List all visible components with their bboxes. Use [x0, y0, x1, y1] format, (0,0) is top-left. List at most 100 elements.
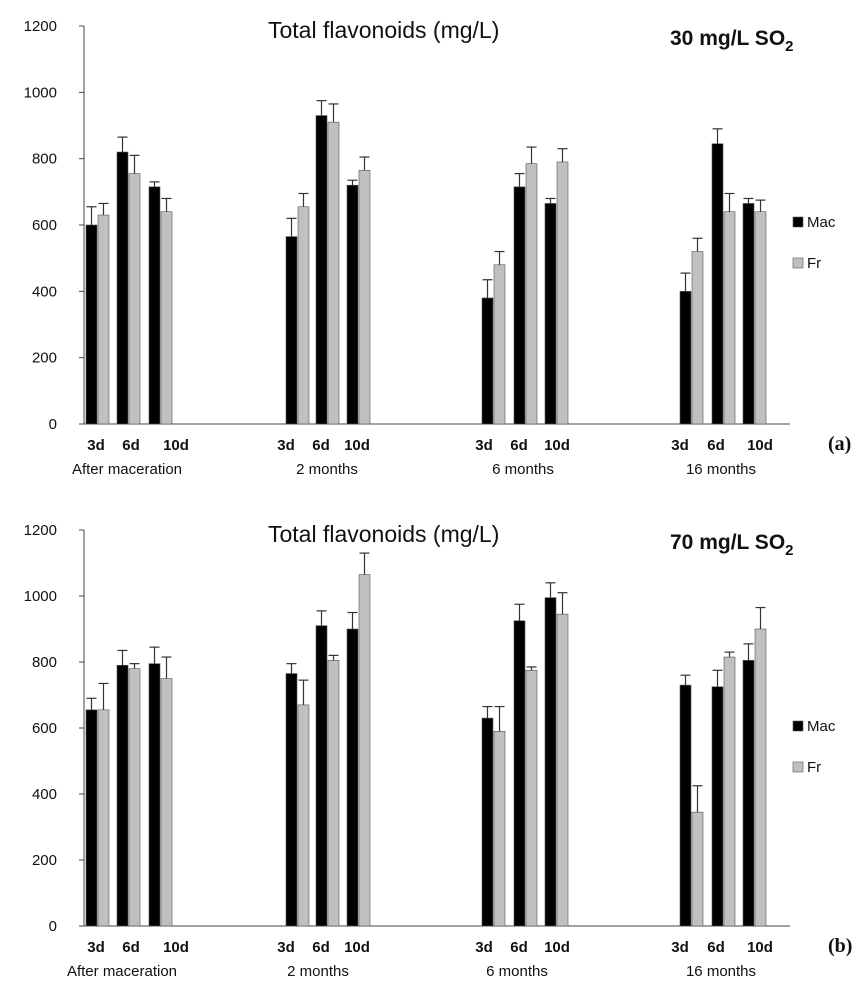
x-category-label: 6d [510, 939, 528, 956]
bar-mac [711, 686, 724, 927]
x-category-label: 10d [163, 437, 189, 454]
bar-mac [544, 597, 557, 927]
bar-mac [285, 236, 298, 425]
bar-fr [327, 660, 340, 927]
legend-swatch-fr [792, 257, 804, 269]
panel-label: (a) [828, 433, 851, 455]
chart-title: Total flavonoids (mg/L) [268, 17, 499, 43]
x-category-label: 3d [277, 939, 295, 956]
bar-mac [346, 184, 359, 425]
x-category-label: 6d [122, 437, 140, 454]
y-tick-label: 600 [32, 720, 57, 737]
bar-mac [315, 625, 328, 927]
bar-fr [754, 628, 767, 927]
bar-fr [556, 161, 569, 425]
bar-mac [711, 143, 724, 425]
bar-fr [525, 163, 538, 425]
bar-mac [679, 684, 692, 927]
legend-label-fr: Fr [807, 255, 821, 272]
bar-mac [346, 628, 359, 927]
bar-mac [513, 620, 526, 927]
bar-fr [97, 214, 110, 425]
x-category-label: 3d [671, 437, 689, 454]
bar-mac [481, 297, 494, 425]
bar-fr [297, 704, 310, 927]
x-category-label: 3d [87, 437, 105, 454]
bar-fr [525, 669, 538, 927]
x-category-label: 6d [707, 939, 725, 956]
legend-swatch-mac [792, 720, 804, 732]
y-tick-label: 200 [32, 350, 57, 367]
x-category-label: 6d [510, 437, 528, 454]
chart-panel-b: 0 200 400 600 800 1000 1200 3d 6d 10d After macera… [24, 521, 853, 980]
bar-fr [160, 211, 173, 425]
chart-title: Total flavonoids (mg/L) [268, 521, 499, 547]
chart-panel-a: 0 200 400 600 800 1000 1200 3d 6d 10d After macera… [24, 17, 852, 478]
y-tick-label: 1200 [24, 522, 57, 539]
bar-fr [493, 730, 506, 927]
bar-mac [116, 664, 129, 927]
bar-mac [742, 203, 755, 425]
x-category-label: 3d [671, 939, 689, 956]
bar-mac [742, 660, 755, 927]
panel-label: (b) [828, 935, 852, 957]
x-category-label: 10d [344, 939, 370, 956]
bar-fr [556, 613, 569, 927]
bar-mac [544, 203, 557, 425]
y-tick-label: 800 [32, 151, 57, 168]
bar-mac [85, 709, 98, 927]
x-category-label: 10d [344, 437, 370, 454]
y-tick-label: 400 [32, 283, 57, 300]
bar-mac [285, 673, 298, 927]
bar-fr [691, 811, 704, 927]
x-group-label: After maceration [72, 461, 182, 478]
y-tick-label: 0 [49, 918, 57, 935]
y-tick-label: 1000 [24, 588, 57, 605]
bar-fr [691, 251, 704, 425]
x-group-label: 6 months [492, 461, 554, 478]
bar-fr [723, 656, 736, 927]
y-tick-label: 800 [32, 654, 57, 671]
x-category-label: 10d [163, 939, 189, 956]
x-category-label: 10d [544, 437, 570, 454]
bar-mac [148, 186, 161, 425]
condition-label: 30 mg/L SO2 [670, 27, 794, 55]
x-group-label: 16 months [686, 963, 756, 980]
bar-fr [754, 211, 767, 425]
x-group-label: 2 months [287, 963, 349, 980]
x-group-label: After maceration [67, 963, 177, 980]
x-category-label: 10d [747, 437, 773, 454]
x-category-label: 3d [475, 437, 493, 454]
bar-fr [160, 678, 173, 927]
condition-label-text: 70 mg/L SO [670, 531, 785, 554]
x-category-label: 3d [87, 939, 105, 956]
x-category-label: 6d [312, 939, 330, 956]
bar-fr [128, 668, 141, 927]
y-tick-label: 600 [32, 217, 57, 234]
condition-label-text: 30 mg/L SO [670, 27, 785, 50]
bar-mac [481, 717, 494, 927]
bar-fr [723, 211, 736, 425]
x-category-label: 3d [475, 939, 493, 956]
x-group-label: 6 months [486, 963, 548, 980]
bar-mac [116, 151, 129, 425]
x-category-label: 6d [312, 437, 330, 454]
condition-label-subscript: 2 [785, 38, 793, 55]
bar-fr [358, 169, 371, 425]
bar-mac [513, 186, 526, 425]
bar-fr [327, 121, 340, 425]
x-group-label: 16 months [686, 461, 756, 478]
x-category-label: 10d [544, 939, 570, 956]
bar-fr [297, 206, 310, 425]
bar-mac [85, 224, 98, 425]
y-tick-label: 200 [32, 852, 57, 869]
legend-label-mac: Mac [807, 214, 836, 231]
x-category-label: 10d [747, 939, 773, 956]
x-category-label: 3d [277, 437, 295, 454]
bar-mac [148, 663, 161, 927]
legend-swatch-fr [792, 761, 804, 773]
bar-fr [358, 574, 371, 927]
legend-label-mac: Mac [807, 718, 836, 735]
y-tick-label: 1000 [24, 84, 57, 101]
